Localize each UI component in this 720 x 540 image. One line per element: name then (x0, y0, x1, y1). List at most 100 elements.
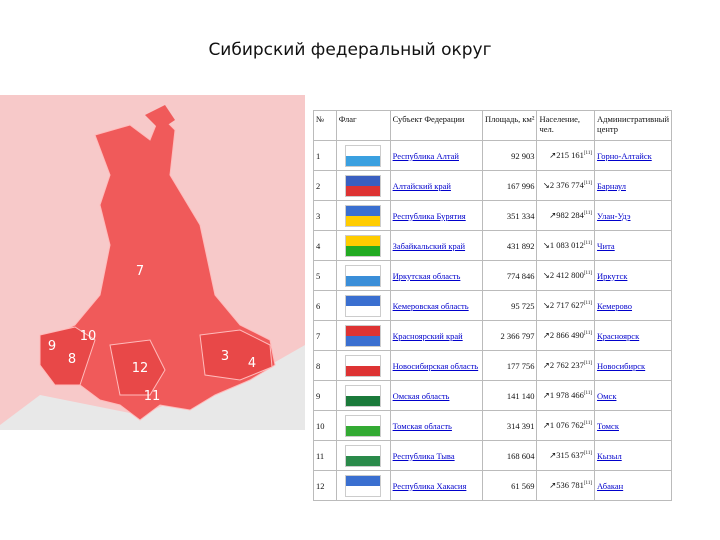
row-number: 1 (313, 140, 337, 171)
table-row: 2 Алтайский край 167 996 ↘2 376 774[11] Барн… (313, 170, 672, 201)
row-number: 9 (313, 380, 337, 411)
reference: [11] (583, 451, 593, 457)
center-link[interactable]: Кызыл (597, 450, 622, 461)
subject-link[interactable]: Омская область (392, 390, 450, 401)
table-row: 9 Омская область 141 140 ↗1 978 466[11] Омск (313, 380, 672, 411)
reference: [11] (583, 331, 593, 337)
population: 2 762 237 (549, 360, 584, 370)
center-link[interactable]: Горно-Алтайск (597, 150, 652, 161)
center-link[interactable]: Новосибирск (597, 360, 646, 371)
area-cell: 774 846 (482, 260, 538, 291)
flag (344, 324, 381, 347)
trend-arrow: ↘ (542, 300, 550, 310)
table-row: 5 Иркутская область 774 846 ↘2 412 800[11] И… (313, 260, 672, 291)
area-cell: 92 903 (482, 140, 538, 171)
flag (344, 414, 381, 437)
header-row: № Флаг Субъект Федерации Площадь, км² На… (313, 110, 672, 141)
center-link[interactable]: Кемерово (597, 300, 633, 311)
row-number: 2 (313, 170, 337, 201)
flag (344, 354, 381, 377)
map-label: 4 (248, 356, 256, 371)
subject-link[interactable]: Иркутская область (392, 270, 461, 281)
header-cell: Площадь, км² (482, 110, 538, 141)
center-link[interactable]: Абакан (597, 480, 624, 491)
subject-cell: Иркутская область (389, 260, 484, 291)
reference: [11] (583, 391, 593, 397)
header-cell: Субъект Федерации (389, 110, 484, 141)
center-cell: Томск (594, 410, 672, 441)
subject-cell: Забайкальский край (389, 230, 484, 261)
reference: [11] (583, 271, 593, 277)
reference: [11] (583, 151, 593, 157)
subject-link[interactable]: Алтайский край (392, 180, 451, 191)
population: 2 866 490 (549, 330, 584, 340)
flag-cell (335, 320, 391, 351)
trend-arrow: ↘ (542, 270, 550, 280)
flag-cell (335, 260, 391, 291)
flag-cell (335, 140, 391, 171)
flag-cell (335, 200, 391, 231)
table-row: 1 Республика Алтай 92 903 ↗215 161[11] Горно… (313, 140, 672, 171)
center-cell: Улан-Удэ (594, 200, 672, 231)
subject-cell: Алтайский край (389, 170, 484, 201)
row-number: 12 (313, 470, 337, 501)
area-cell: 61 569 (482, 470, 538, 501)
subject-link[interactable]: Республика Хакасия (392, 480, 467, 491)
flag (344, 144, 381, 167)
population: 2 412 800 (549, 270, 584, 280)
trend-arrow: ↗ (542, 360, 550, 370)
subject-link[interactable]: Красноярский край (392, 330, 463, 341)
table-row: 4 Забайкальский край 431 892 ↘1 083 012[11]… (313, 230, 672, 261)
subject-link[interactable]: Республика Тыва (392, 450, 455, 461)
center-link[interactable]: Красноярск (597, 330, 640, 341)
subjects-table: № Флаг Субъект Федерации Площадь, км² На… (313, 110, 672, 501)
population-cell: ↗1 076 762[11] (536, 410, 596, 441)
subject-cell: Томская область (389, 410, 484, 441)
flag-cell (335, 290, 391, 321)
trend-arrow: ↗ (549, 450, 557, 460)
center-link[interactable]: Улан-Удэ (597, 210, 631, 221)
subject-link[interactable]: Кемеровская область (392, 300, 469, 311)
map-label: 11 (144, 389, 161, 404)
subject-cell: Республика Тыва (389, 440, 484, 471)
area-cell: 177 756 (482, 350, 538, 381)
map: 7 10 98 12 11 3 4 (0, 95, 305, 430)
population: 536 781 (556, 480, 584, 490)
reference: [11] (583, 211, 593, 217)
subject-link[interactable]: Забайкальский край (392, 240, 466, 251)
subject-link[interactable]: Томская область (392, 420, 452, 431)
population-cell: ↗2 762 237[11] (536, 350, 596, 381)
header-cell: Флаг (335, 110, 391, 141)
population-cell: ↘2 717 627[11] (536, 290, 596, 321)
center-link[interactable]: Иркутск (597, 270, 628, 281)
center-cell: Новосибирск (594, 350, 672, 381)
trend-arrow: ↗ (549, 210, 557, 220)
population: 2 376 774 (549, 180, 584, 190)
population-cell: ↗215 161[11] (536, 140, 596, 171)
subject-link[interactable]: Республика Бурятия (392, 210, 466, 221)
subject-cell: Республика Хакасия (389, 470, 484, 501)
table-row: 12 Республика Хакасия 61 569 ↗536 781[11] Аб… (313, 470, 672, 501)
population-cell: ↗536 781[11] (536, 470, 596, 501)
row-number: 3 (313, 200, 337, 231)
table-row: 6 Кемеровская область 95 725 ↘2 717 627[11]… (313, 290, 672, 321)
population: 982 284 (556, 210, 584, 220)
area-cell: 167 996 (482, 170, 538, 201)
area-cell: 314 391 (482, 410, 538, 441)
reference: [11] (583, 481, 593, 487)
flag-cell (335, 170, 391, 201)
flag (344, 294, 381, 317)
subject-link[interactable]: Новосибирская область (392, 360, 479, 371)
center-link[interactable]: Томск (597, 420, 619, 431)
center-link[interactable]: Чита (597, 240, 615, 251)
center-link[interactable]: Барнаул (597, 180, 626, 191)
row-number: 5 (313, 260, 337, 291)
center-link[interactable]: Омск (597, 390, 617, 401)
area-cell: 2 366 797 (482, 320, 538, 351)
subject-link[interactable]: Республика Алтай (392, 150, 459, 161)
map-label: 10 (80, 329, 97, 344)
table-row: 3 Республика Бурятия 351 334 ↗982 284[11] Ул… (313, 200, 672, 231)
subject-cell: Республика Бурятия (389, 200, 484, 231)
population: 2 717 627 (549, 300, 584, 310)
